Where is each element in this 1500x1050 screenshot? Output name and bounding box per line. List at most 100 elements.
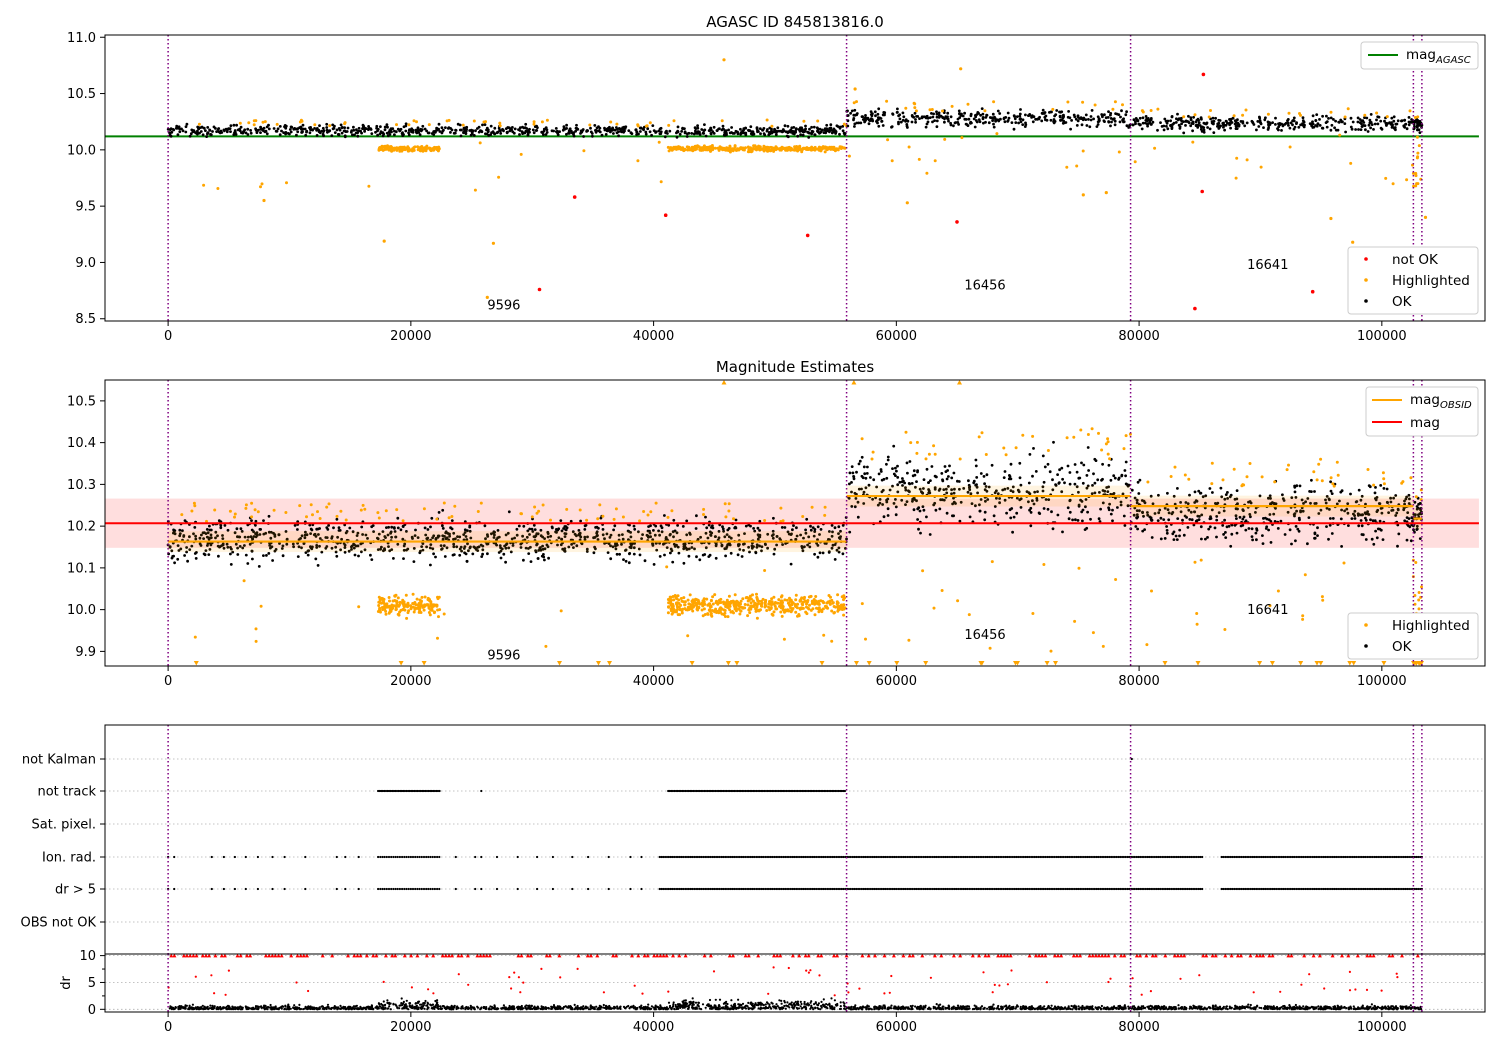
ok-point [1375,536,1379,540]
ok-point [1193,490,1197,494]
ok-point [1136,480,1140,484]
ok-point [775,129,779,133]
highlighted-point [263,120,267,124]
ok-point [1015,511,1019,515]
ok-point [1353,517,1357,520]
highlighted-point [636,159,640,163]
ok-point [1235,517,1238,520]
ok-point [343,126,346,130]
ok-point [404,122,408,126]
ok-point [1221,524,1225,527]
highlighted-point [415,597,419,601]
ok-point [861,115,864,118]
ok-point [489,124,493,128]
ok-point [533,125,537,129]
highlighted-point [790,148,794,152]
ok-point [1286,119,1289,123]
ok-point [917,527,920,531]
highlighted-point [794,610,798,614]
ok-point [981,116,985,119]
ok-point [441,524,444,528]
highlighted-point [746,599,750,603]
highlighted-point [775,146,778,150]
ok-point [762,126,766,130]
ok-point [976,111,980,114]
ok-point [1028,453,1032,456]
ok-point [1301,122,1304,125]
highlighted-point [398,603,401,607]
ok-point [335,517,339,521]
ok-point [594,129,598,132]
highlighted-point [907,145,911,149]
highlighted-point [532,122,536,126]
highlighted-point [1108,457,1112,461]
ok-point [772,516,775,520]
ok-point [848,530,852,534]
highlighted-point [816,119,820,123]
ok-point [668,129,672,133]
highlighted-point [361,503,365,507]
ok-point [739,127,742,131]
ok-point [1009,516,1013,520]
highlighted-point [298,120,302,124]
ok-point [337,526,341,530]
ok-point [185,122,189,126]
highlighted-point [755,616,759,620]
highlighted-point [702,513,705,516]
highlighted-point [328,124,332,128]
highlighted-point [1382,477,1386,481]
ok-point [410,127,414,131]
not-ok-point [1310,289,1315,294]
highlighted-point [1405,178,1409,182]
ok-point [392,526,396,529]
ok-point [896,107,899,111]
ok-point [635,130,639,134]
ok-point [1395,122,1399,126]
ok-point [223,524,227,527]
ok-point [483,123,487,126]
ok-point [193,526,197,529]
ok-point [196,132,199,136]
ok-point [649,524,652,528]
ok-point [369,128,373,131]
ok-point [1090,109,1094,112]
highlighted-point [384,146,388,150]
ok-point [463,528,467,532]
ok-point [1357,488,1361,492]
ok-point [852,477,856,481]
ok-point [1241,120,1245,123]
ok-point [935,115,939,119]
ok-point [1107,508,1111,512]
highlighted-point [309,503,313,507]
highlighted-point [406,605,409,609]
highlighted-point [285,181,288,185]
ok-point [389,127,393,131]
ok-point [1166,491,1169,495]
ok-point [992,125,996,129]
ok-point [1184,120,1188,123]
ok-point [733,526,737,530]
highlighted-point [823,505,827,509]
ok-point [1117,478,1120,481]
highlighted-point [1146,480,1150,484]
ok-point [725,133,728,137]
ok-point [1093,481,1097,485]
ok-point [208,129,212,132]
ok-point [658,127,662,131]
ok-point [758,127,762,130]
ok-point [284,132,287,136]
highlighted-point [720,119,724,123]
highlighted-point [1408,109,1412,113]
ok-point [685,519,689,523]
highlighted-point [484,120,487,124]
ok-point [244,553,248,557]
ok-point [246,127,250,131]
ok-point [1138,478,1142,482]
ok-point [550,525,554,529]
ok-point [789,562,793,566]
ok-point [957,109,961,113]
ok-point [926,120,930,124]
ok-point [429,525,432,529]
ok-point [600,133,604,137]
ok-point [313,126,316,130]
